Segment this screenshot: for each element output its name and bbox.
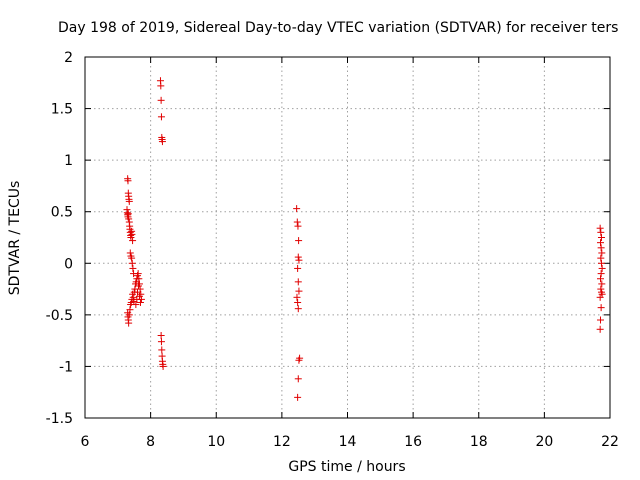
x-tick-label: 16 [404, 434, 422, 450]
data-point [294, 375, 302, 383]
x-axis-title: GPS time / hours [288, 459, 405, 475]
data-point [596, 293, 604, 301]
data-point [134, 270, 142, 278]
data-point [126, 306, 134, 314]
x-tick-label: 8 [146, 434, 155, 450]
data-point [597, 270, 605, 278]
data-point [597, 259, 605, 267]
data-point [158, 346, 166, 354]
y-tick-label: -1 [59, 359, 73, 375]
grid-layer [85, 57, 610, 418]
data-point [127, 234, 135, 241]
data-point [596, 239, 604, 247]
data-point [596, 316, 604, 324]
data-point [132, 301, 140, 309]
data-point [136, 298, 144, 306]
data-point [129, 264, 137, 272]
data-point [597, 254, 605, 262]
data-point [159, 362, 167, 370]
data-point [598, 280, 606, 288]
data-point [157, 113, 165, 121]
data-point [295, 237, 303, 245]
data-point [597, 304, 605, 312]
data-point [126, 249, 134, 257]
y-tick-label: 0.5 [51, 205, 73, 221]
data-point [135, 275, 143, 283]
data-point [294, 264, 302, 272]
data-point [124, 177, 132, 185]
data-point [135, 292, 143, 300]
data-point [128, 254, 136, 262]
data-point [128, 230, 136, 238]
data-point [293, 205, 301, 213]
data-point [293, 218, 301, 226]
data-point [125, 319, 133, 327]
data-point [125, 215, 133, 223]
data-point [294, 222, 302, 230]
data-point [596, 325, 604, 333]
x-tick-label: 12 [273, 434, 291, 450]
data-point [158, 138, 166, 146]
data-point [129, 237, 137, 245]
data-point [134, 288, 141, 296]
data-point [295, 356, 303, 364]
x-tick-label: 20 [535, 434, 553, 450]
data-point [134, 282, 142, 290]
data-point [293, 293, 301, 301]
x-tick-label: 22 [601, 434, 619, 450]
y-tick-label: -1.5 [46, 411, 73, 427]
data-point [597, 285, 605, 293]
y-tick-label: 1.5 [51, 102, 73, 118]
x-tick-label: 6 [81, 434, 90, 450]
x-tick-label: 10 [207, 434, 225, 450]
data-point [596, 275, 604, 283]
data-point [294, 305, 302, 313]
data-point [125, 197, 133, 205]
data-point [295, 256, 303, 264]
data-point [597, 244, 605, 252]
data-point [125, 311, 133, 319]
data-point [294, 278, 302, 286]
y-tick-label: 1 [64, 153, 73, 169]
data-point [598, 264, 606, 272]
x-tick-label: 18 [470, 434, 488, 450]
data-point [294, 298, 302, 306]
chart-title: Day 198 of 2019, Sidereal Day-to-day VTE… [58, 20, 618, 36]
data-point [157, 331, 165, 339]
data-point [295, 287, 303, 295]
data-point [128, 259, 136, 267]
data-point [598, 249, 606, 257]
y-tick-label: -0.5 [46, 308, 73, 324]
data-point [157, 82, 165, 90]
data-point [294, 253, 302, 261]
plot-frame [84, 56, 611, 419]
data-point-layer [123, 77, 606, 401]
data-point [129, 293, 137, 301]
data-point [597, 234, 605, 241]
data-point [294, 393, 302, 401]
x-tick-label: 14 [339, 434, 357, 450]
y-tick-label: 2 [64, 50, 73, 66]
y-tick-label: 0 [64, 256, 73, 272]
data-point [157, 96, 165, 104]
data-point [157, 338, 165, 346]
data-point [597, 228, 605, 236]
y-axis-title: SDTVAR / TECUs [7, 181, 23, 296]
data-point [596, 224, 604, 232]
